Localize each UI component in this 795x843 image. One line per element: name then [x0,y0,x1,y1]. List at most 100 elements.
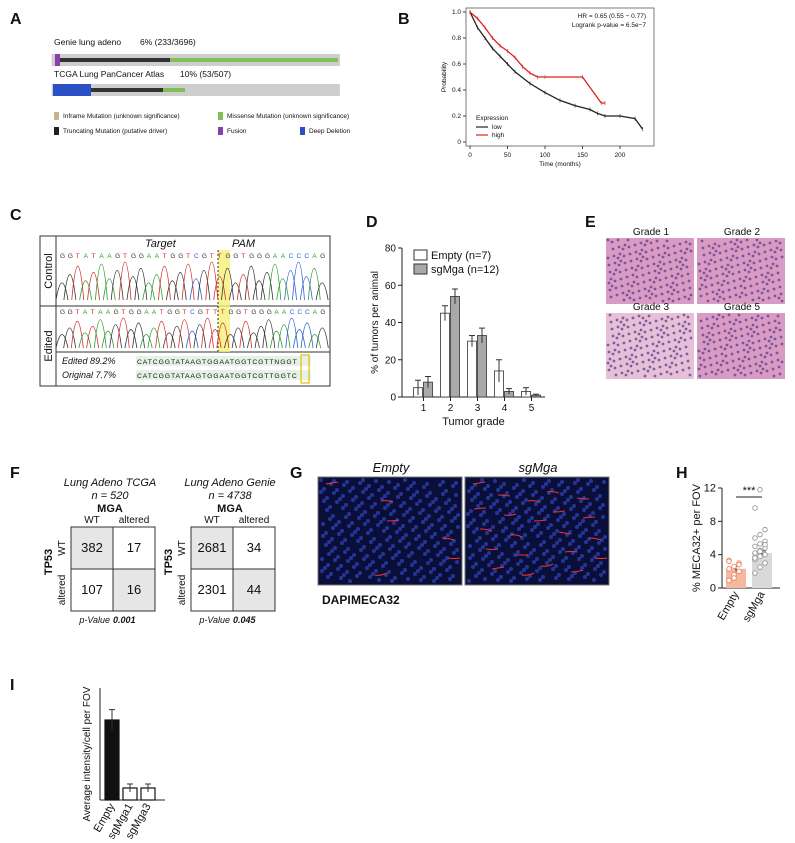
nucleus [361,478,365,482]
nucleus [621,316,625,320]
nucleus [504,538,508,542]
nucleus [351,486,355,490]
nucleus [456,513,460,517]
nucleus [684,240,688,244]
data-point [752,550,758,556]
nucleus [329,572,333,576]
nucleus [766,289,770,293]
nucleus [514,518,518,522]
peak [126,276,140,301]
nucleus [658,260,662,264]
nucleus [367,484,371,488]
nucleus [541,575,545,579]
nucleus [472,518,476,522]
nucleus [726,263,730,267]
nucleus [736,350,740,354]
nucleus [383,506,387,510]
nucleus [711,246,715,250]
nucleus [739,327,743,331]
nucleus [747,252,751,256]
nucleus [739,240,743,244]
nucleus [704,285,708,289]
nucleus [516,550,520,554]
nucleus [707,349,711,353]
nucleus [372,549,376,553]
nucleus [404,545,408,549]
nucleus [562,512,566,516]
nucleus [672,349,676,353]
data-point [757,531,763,538]
nucleus [666,246,670,250]
nucleus [657,340,661,344]
table-cell [190,526,234,570]
nucleus [669,267,673,271]
nucleus [560,480,564,484]
nucleus [355,574,359,578]
nucleus [634,355,638,359]
nucleus [532,548,536,552]
nucleus [580,566,584,570]
nucleus [646,264,650,268]
nucleus [658,365,662,369]
nucleus [767,339,771,343]
peak [170,325,184,349]
vessel [509,534,523,538]
nucleus [638,296,642,300]
nucleus [718,251,722,255]
nucleus [713,347,717,351]
nucleus [326,575,330,579]
nucleus [330,537,334,541]
nucleus [735,256,739,260]
nucleus [751,341,755,345]
nucleus [563,501,567,505]
x-tick-label: 150 [577,152,588,159]
nucleus [523,545,527,549]
peak [150,274,163,301]
nucleus [468,544,472,548]
nucleus [623,243,627,247]
nucleus [767,321,771,325]
nucleus [368,563,372,567]
cell-value: 2681 [198,540,227,555]
nucleus [673,338,677,342]
nucleus [613,366,617,370]
peak [95,263,108,301]
vessel [527,500,541,503]
nucleus [610,327,614,331]
nucleus [394,553,398,557]
image-title: Empty [373,460,411,475]
nucleus [450,507,454,511]
nucleus [620,284,624,288]
nucleus [629,364,633,368]
nucleus [736,245,740,249]
nucleus [723,329,727,333]
nucleus [652,280,656,284]
nucleus [677,322,681,326]
legend-text: Empty (n=7) [431,250,491,262]
nucleus [705,317,709,321]
nucleus [681,368,685,372]
nucleus [601,503,605,507]
nucleus [717,313,721,317]
nucleus [702,271,706,275]
nucleus [626,282,630,286]
legend-text: Deep Deletion [309,128,351,135]
nucleus [683,295,687,299]
nucleus [339,564,343,568]
nucleus [422,575,426,579]
peak [185,330,199,349]
nucleus [484,542,488,546]
nucleus [439,562,443,566]
nucleus [486,484,490,488]
nucleus [715,361,719,365]
nucleus [768,241,772,245]
nucleus [668,260,672,264]
nucleus [620,327,624,331]
nucleus [674,276,678,280]
peak [193,324,207,349]
nucleus [496,488,500,492]
nucleus [687,366,691,370]
nucleus [369,528,373,532]
vessel [503,513,517,516]
nucleus [667,253,671,257]
